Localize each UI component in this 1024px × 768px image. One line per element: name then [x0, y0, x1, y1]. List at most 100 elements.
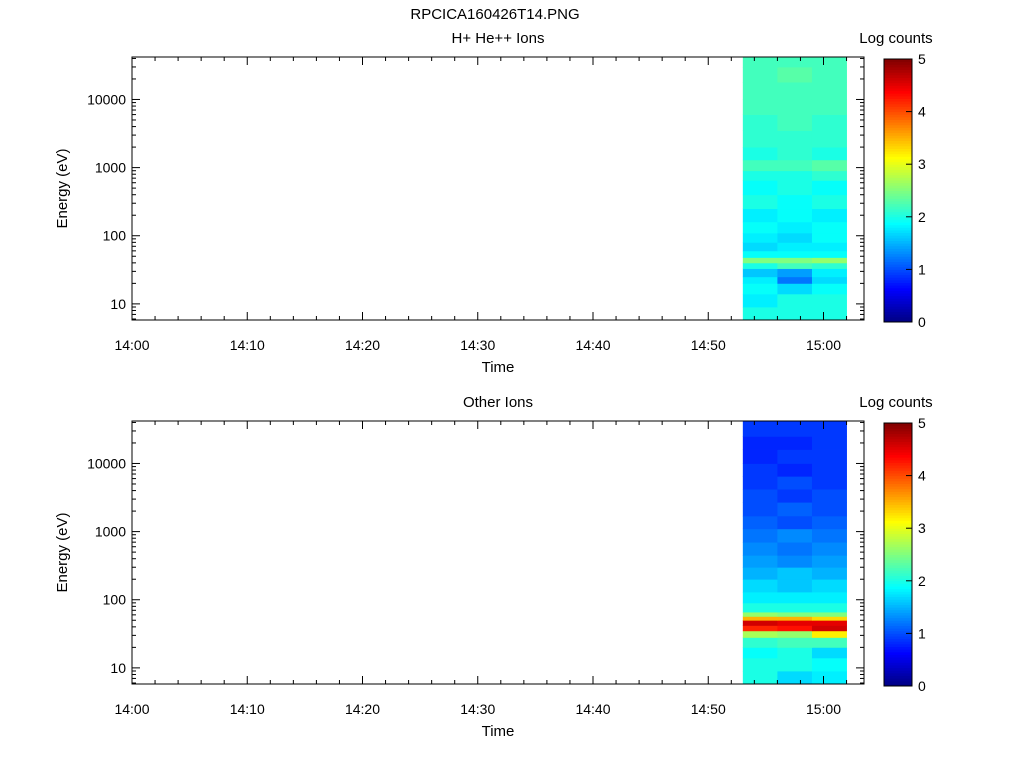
colorbar-swatch [884, 222, 912, 226]
heatmap-cell [811, 591, 847, 604]
colorbar-swatch [884, 465, 912, 469]
colorbar-swatch [884, 543, 912, 548]
heatmap-cell [777, 66, 813, 83]
heatmap-cell [811, 221, 847, 234]
colorbar-swatch [884, 633, 912, 637]
heatmap-cell [777, 262, 813, 269]
heatmap-cell [777, 276, 813, 284]
colorbar-swatch [884, 243, 912, 247]
colorbar-swatch [884, 625, 912, 629]
colorbar-swatch [884, 274, 912, 278]
colorbar-swatch [884, 80, 912, 84]
x-tick-label: 14:30 [460, 701, 495, 717]
panel-title: Other Ions [463, 394, 533, 411]
colorbar-swatch [884, 248, 912, 252]
colorbar-swatch [884, 536, 912, 540]
colorbar-swatch [884, 269, 912, 273]
heatmap-cell [742, 130, 778, 148]
colorbar-swatch [884, 272, 912, 276]
heatmap-cell [777, 268, 813, 278]
heatmap-cell [742, 283, 778, 295]
colorbar-swatch [884, 69, 912, 73]
colorbar-swatch [884, 282, 912, 286]
colorbar-tick-label: 0 [918, 314, 926, 330]
heatmap-cell [811, 612, 847, 617]
colorbar-swatch [884, 316, 912, 320]
colorbar-swatch [884, 232, 912, 236]
colorbar-swatch [884, 480, 912, 484]
heatmap-cell [742, 114, 778, 131]
heatmap-cell [811, 130, 847, 148]
colorbar-tick-label: 3 [918, 520, 926, 536]
heatmap-cell [777, 82, 813, 100]
colorbar-swatch [884, 494, 912, 498]
colorbar-swatch [884, 683, 912, 687]
colorbar-swatch [884, 672, 912, 676]
colorbar-swatch [884, 116, 912, 120]
colorbar-swatch [884, 153, 912, 157]
plot-area [132, 421, 864, 684]
colorbar-swatch [884, 541, 912, 545]
colorbar-swatch [884, 609, 912, 613]
colorbar-swatch [884, 256, 912, 260]
heatmap-cell [811, 170, 847, 181]
colorbar-swatch [884, 612, 912, 616]
heatmap-cell [777, 671, 813, 685]
heatmap-cells [742, 57, 847, 321]
colorbar-frame [883, 422, 913, 687]
colorbar-swatch [884, 470, 912, 474]
colorbar-swatch [884, 444, 912, 448]
x-tick-label: 14:50 [691, 701, 726, 717]
colorbar-swatch [884, 82, 912, 86]
colorbar-swatch [884, 229, 912, 234]
colorbar-swatch [884, 622, 912, 627]
colorbar-swatch [884, 90, 912, 94]
colorbar-swatch [884, 533, 912, 537]
heatmap-cell [742, 555, 778, 568]
colorbar-swatch [884, 293, 912, 297]
colorbar-swatch [884, 182, 912, 186]
colorbar-swatch [884, 664, 912, 669]
heatmap-cell [742, 208, 778, 223]
colorbar-swatch [884, 237, 912, 241]
colorbar-tick-label: 1 [918, 625, 926, 641]
colorbar-swatch [884, 190, 912, 194]
colorbar-swatch [884, 145, 912, 149]
heatmap-cell [777, 99, 813, 115]
colorbar-swatch [884, 143, 912, 147]
heatmap-cell [742, 262, 778, 269]
colorbar-swatch [884, 203, 912, 207]
heatmap-cell [777, 612, 813, 617]
colorbar-swatch [884, 300, 912, 305]
heatmap-cell [742, 257, 778, 264]
colorbar-swatch [884, 546, 912, 550]
colorbar-swatch [884, 630, 912, 634]
colorbar-swatch [884, 646, 912, 650]
heatmap-cell [811, 208, 847, 223]
heatmap-cell [742, 66, 778, 83]
colorbar-swatch [884, 179, 912, 184]
heatmap-cell [777, 159, 813, 172]
heatmap-cell [811, 630, 847, 638]
colorbar-swatch [884, 512, 912, 516]
colorbar-swatch [884, 66, 912, 71]
heatmap-cell [777, 555, 813, 568]
panel-1: 14:00 14:10 14:20 14:30 14:40 14:50 15:0010100… [54, 30, 933, 376]
heatmap-cell [811, 293, 847, 308]
colorbar-swatch [884, 169, 912, 173]
figure-title: RPCICA160426T14.PNG [410, 6, 579, 23]
colorbar-swatch [884, 303, 912, 307]
colorbar-swatch [884, 93, 912, 97]
colorbar-swatch [884, 678, 912, 682]
colorbar-swatch [884, 264, 912, 268]
colorbar-swatch [884, 614, 912, 619]
heatmap-cell [811, 542, 847, 556]
colorbar-swatch [884, 311, 912, 315]
colorbar-swatch [884, 285, 912, 289]
colorbar-swatch [884, 425, 912, 429]
colorbar-swatch [884, 459, 912, 463]
heatmap-cell [742, 489, 778, 503]
y-axis-label: Energy (eV) [54, 148, 71, 228]
heatmap-cell [742, 528, 778, 543]
colorbar-swatch [884, 266, 912, 270]
